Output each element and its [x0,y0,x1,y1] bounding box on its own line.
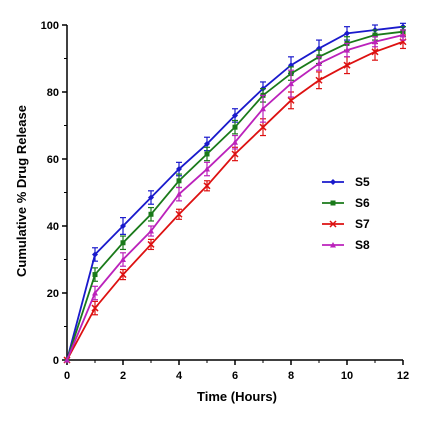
series-layer [63,22,407,364]
data-point [400,32,406,38]
data-point [259,123,267,131]
data-point [372,38,378,45]
axes: 0 2 4 6 8 10 12 0 20 40 60 80 100 [41,20,409,382]
data-point [148,211,154,217]
data-point [287,96,295,104]
data-point [92,272,98,278]
data-point [371,48,379,56]
data-point [120,256,126,262]
data-point [120,223,126,229]
data-point [288,80,294,87]
legend-label: S7 [355,217,370,231]
legend-marker [330,200,336,206]
data-point [148,194,154,201]
legend-item-s7: S7 [322,217,370,231]
x-tick-label: 8 [288,370,294,382]
data-point [148,228,154,234]
series-s6 [64,26,406,363]
legend-item-s8: S8 [322,238,370,252]
data-point [204,140,210,147]
data-point [344,30,350,37]
data-point [203,182,211,190]
data-point [316,60,322,67]
legend-marker [330,242,336,248]
data-point [176,191,182,197]
data-point [232,112,238,119]
y-tick-label: 60 [47,154,59,166]
data-point [64,357,70,363]
x-tick-label: 6 [232,370,238,382]
x-tick-label: 0 [64,370,70,382]
data-point [120,240,126,246]
legend-label: S5 [355,175,370,189]
legend-marker [330,179,336,185]
series-s5 [64,22,406,363]
x-tick-label: 12 [397,370,409,382]
data-point [231,150,239,158]
data-point [147,240,155,248]
data-point [343,61,351,69]
legend-item-s6: S6 [322,196,370,210]
legend-marker [329,220,337,228]
x-tick-label: 2 [120,370,126,382]
data-point [372,32,378,38]
data-point [91,304,99,312]
data-point [315,76,323,84]
series-line [66,34,404,361]
y-tick-label: 20 [47,288,59,300]
data-point [92,290,98,296]
y-tick-label: 0 [53,355,59,367]
legend-label: S8 [355,238,370,252]
data-point [344,47,350,53]
data-point [175,210,183,218]
x-tick-label: 10 [341,370,353,382]
series-line [66,40,404,361]
data-point [176,178,182,184]
data-point [260,105,266,112]
legend-item-s5: S5 [322,175,370,189]
legend-label: S6 [355,196,370,210]
data-point [232,139,238,145]
data-point [204,166,210,172]
x-tick-label: 4 [176,370,183,382]
y-tick-label: 40 [47,221,59,233]
data-point [92,251,98,258]
series-s8 [64,29,406,363]
data-point [119,271,127,279]
data-point [176,166,182,173]
x-axis-title: Time (Hours) [197,389,277,404]
series-line [66,25,404,361]
series-line [66,30,404,361]
data-point [232,124,238,130]
data-point [204,151,210,157]
y-tick-label: 80 [47,87,59,99]
y-tick-label: 100 [41,20,59,32]
legend: S5 S6 S7 S8 [322,175,370,252]
y-axis-title: Cumulative % Drug Release [14,105,29,277]
